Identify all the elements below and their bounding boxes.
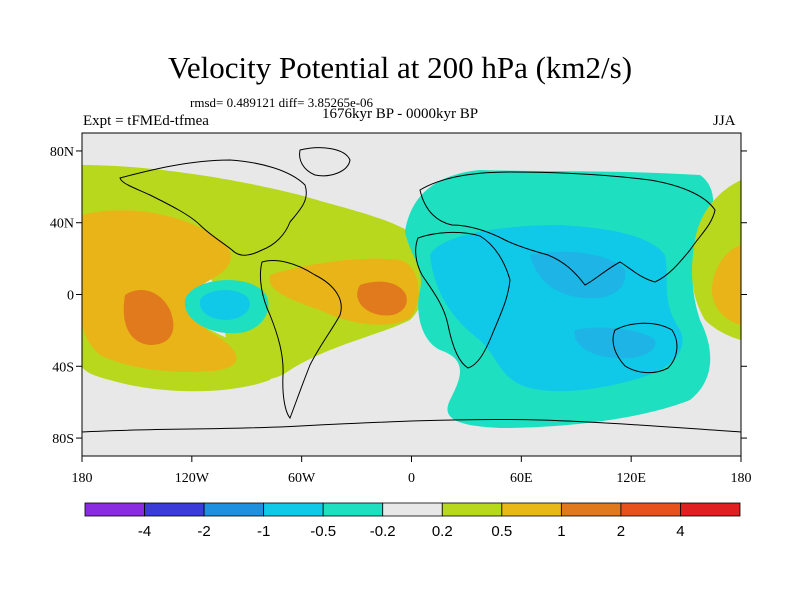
colorbar-label: -2 xyxy=(197,523,210,540)
experiment-label: Expt = tFMEd-tfmea xyxy=(83,113,209,129)
coastline-australia xyxy=(612,322,678,374)
negative-region-core-a xyxy=(530,251,626,299)
negative-region-core-b xyxy=(574,327,656,359)
colorbar-label: 0.5 xyxy=(491,523,512,540)
lat-tick-label: 40S xyxy=(52,360,74,375)
colorbar-swatch xyxy=(560,502,622,517)
coastline-eurasia xyxy=(419,171,716,286)
colorbar-label: 1 xyxy=(557,523,565,540)
colorbar-swatch xyxy=(203,502,265,517)
colorbar-swatch xyxy=(620,502,681,517)
coastlines xyxy=(82,147,741,433)
colorbar-label: -0.5 xyxy=(310,523,336,540)
coastline-south-america xyxy=(259,260,342,419)
latitude-axis: 80N 40N 0 40S 80S xyxy=(50,145,747,447)
colorbar-swatch xyxy=(263,502,324,517)
lat-tick-label: 80N xyxy=(50,145,74,160)
lon-tick-label: 120W xyxy=(175,471,210,486)
lon-tick-label: 0 xyxy=(408,471,415,486)
colorbar-swatch xyxy=(441,502,503,517)
colorbar-swatch xyxy=(382,502,443,517)
colorbar-label: -4 xyxy=(138,523,151,540)
lat-tick-label: 0 xyxy=(67,289,74,304)
colorbar-label: 4 xyxy=(676,523,684,540)
map-title: Velocity Potential at 200 hPa (km2/s) xyxy=(167,50,633,85)
lon-tick-label: 180 xyxy=(72,471,93,486)
colorbar: -4 -2 -1 -0.5 -0.2 0.2 0.5 1 2 4 xyxy=(84,502,741,540)
positive-region-west-pacific-inner xyxy=(712,245,741,325)
contour-fields xyxy=(82,133,741,456)
season-label: JJA xyxy=(713,113,736,129)
colorbar-label: -1 xyxy=(257,523,270,540)
coastline-africa xyxy=(415,231,511,369)
coastline-antarctica xyxy=(82,418,741,433)
colorbar-label: 2 xyxy=(617,523,625,540)
lon-tick-label: 120E xyxy=(616,471,646,486)
lat-tick-label: 40N xyxy=(50,217,74,232)
positive-region-pacific-inner xyxy=(82,210,237,372)
colorbar-swatch xyxy=(322,502,384,517)
coastline-north-america xyxy=(119,159,307,256)
colorbar-swatch xyxy=(84,502,145,517)
negative-region-east-pacific-core xyxy=(199,289,250,320)
lon-tick-label: 60W xyxy=(288,471,316,486)
colorbar-label: 0.2 xyxy=(432,523,453,540)
coastline-greenland xyxy=(299,147,351,177)
lon-tick-label: 180 xyxy=(731,471,752,486)
positive-region-atlantic-core xyxy=(357,281,407,316)
positive-region-pacific-core xyxy=(123,290,174,345)
lat-tick-label: 80S xyxy=(52,432,74,447)
colorbar-label: -0.2 xyxy=(370,523,396,540)
colorbar-swatch xyxy=(501,502,562,517)
colorbar-swatch xyxy=(144,502,205,517)
colorbar-swatch xyxy=(680,502,741,517)
stats-text: rmsd= 0.489121 diff= 3.85265e-06 xyxy=(190,95,374,110)
period-label: 1676kyr BP - 0000kyr BP xyxy=(322,106,479,122)
lon-tick-label: 60E xyxy=(510,471,533,486)
longitude-axis: 180 120W 60W 0 60E 120E 180 xyxy=(72,456,752,486)
